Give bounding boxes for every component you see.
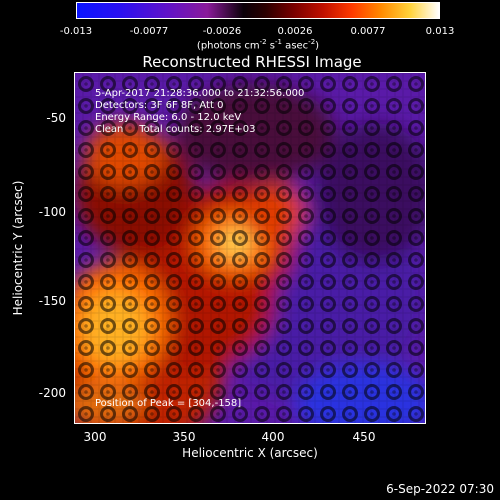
image-title: Reconstructed RHESSI Image	[142, 53, 362, 71]
colorbar-tick: -0.013	[59, 26, 93, 37]
x-tick-label: 400	[261, 430, 285, 444]
colorbar-tick: 0.0026	[277, 26, 313, 37]
colorbar	[76, 2, 440, 19]
energy-range: Energy Range: 6.0 - 12.0 keV	[95, 112, 242, 123]
image-frame: 5-Apr-2017 21:28:36.000 to 21:32:56.000 …	[74, 72, 426, 424]
colorbar-units: (photons cm-2 s-1 asec-2)	[196, 38, 320, 52]
x-axis-label: Heliocentric X (arcsec)	[182, 446, 318, 460]
clean-counts: Clean Total counts: 2.97E+03	[95, 124, 256, 135]
peak-position: Position of Peak = [304,-158]	[95, 398, 242, 409]
y-tick-label: -50	[46, 111, 66, 125]
x-tick-label: 450	[352, 430, 376, 444]
colorbar-tick: -0.0077	[129, 26, 169, 37]
plot-datestamp: 6-Sep-2022 07:30	[386, 482, 494, 496]
colorbar-tick: 0.0077	[350, 26, 386, 37]
colorbar-tick: -0.0026	[202, 26, 242, 37]
x-tick-label: 300	[83, 430, 107, 444]
y-tick-label: -100	[38, 205, 66, 219]
y-tick-label: -200	[38, 386, 66, 400]
time-range: 5-Apr-2017 21:28:36.000 to 21:32:56.000	[95, 88, 305, 99]
y-tick-label: -150	[38, 294, 66, 308]
colorbar-tick: 0.013	[425, 26, 455, 37]
x-tick-label: 350	[172, 430, 196, 444]
reconstructed-image	[75, 73, 425, 423]
detectors-info: Detectors: 3F 6F 8F, Att 0	[95, 100, 224, 111]
y-axis-label: Heliocentric Y (arcsec)	[11, 180, 25, 316]
